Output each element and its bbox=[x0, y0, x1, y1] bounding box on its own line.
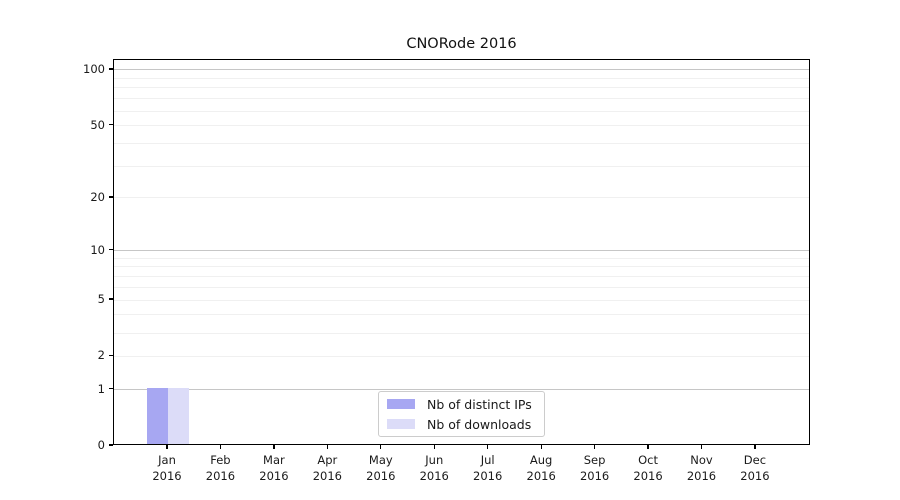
x-tick-label: Feb 2016 bbox=[205, 453, 236, 483]
y-tick bbox=[109, 387, 113, 390]
x-tick-label: Sep 2016 bbox=[579, 453, 610, 483]
minor-gridline bbox=[114, 299, 809, 301]
y-tick-label: 1 bbox=[97, 381, 105, 396]
minor-gridline bbox=[114, 276, 809, 278]
minor-gridline bbox=[114, 257, 809, 259]
y-tick-label: 2 bbox=[97, 348, 105, 363]
y-tick bbox=[109, 298, 113, 300]
minor-gridline bbox=[114, 165, 809, 167]
minor-gridline bbox=[114, 142, 809, 144]
x-tick-label: Aug 2016 bbox=[526, 453, 556, 483]
major-gridline bbox=[114, 69, 809, 71]
minor-gridline bbox=[114, 266, 809, 268]
bar bbox=[147, 387, 168, 444]
x-tick bbox=[700, 445, 703, 449]
legend-swatch-icon bbox=[387, 399, 415, 409]
y-tick-label: 0 bbox=[97, 438, 105, 452]
y-tick bbox=[109, 248, 113, 251]
y-tick-label: 50 bbox=[90, 117, 105, 132]
chart-title: CNORode 2016 bbox=[406, 36, 517, 52]
bar bbox=[168, 387, 189, 444]
x-tick bbox=[166, 445, 168, 449]
minor-gridline bbox=[114, 286, 809, 288]
y-tick bbox=[109, 124, 113, 126]
x-tick-label: Jul 2016 bbox=[473, 453, 503, 483]
x-tick bbox=[754, 445, 756, 449]
x-tick-label: Dec 2016 bbox=[740, 453, 770, 483]
x-tick-label: Jun 2016 bbox=[419, 453, 449, 483]
x-tick-label: Jan 2016 bbox=[152, 453, 182, 483]
y-tick bbox=[109, 196, 113, 198]
y-tick bbox=[109, 354, 113, 357]
x-tick-label: Nov 2016 bbox=[686, 453, 717, 483]
minor-gridline bbox=[114, 197, 809, 199]
legend-label: Nb of downloads bbox=[427, 416, 532, 432]
major-gridline bbox=[114, 389, 809, 391]
y-tick-label: 10 bbox=[90, 242, 105, 257]
x-tick bbox=[647, 445, 649, 449]
minor-gridline bbox=[114, 355, 809, 357]
x-tick bbox=[540, 445, 542, 449]
legend-swatch-icon bbox=[387, 419, 415, 429]
minor-gridline bbox=[114, 77, 809, 79]
minor-gridline bbox=[114, 87, 809, 89]
y-tick-label: 20 bbox=[90, 189, 105, 204]
x-tick-label: Mar 2016 bbox=[259, 453, 289, 483]
x-tick-label: Apr 2016 bbox=[312, 453, 342, 483]
legend: Nb of distinct IPs Nb of downloads bbox=[378, 391, 545, 437]
legend-label: Nb of distinct IPs bbox=[427, 396, 532, 412]
y-tick bbox=[109, 68, 113, 70]
x-tick bbox=[219, 445, 222, 449]
x-tick bbox=[487, 445, 489, 449]
major-gridline bbox=[114, 250, 809, 252]
x-tick bbox=[326, 445, 328, 449]
minor-gridline bbox=[114, 332, 809, 334]
y-tick-label: 100 bbox=[83, 61, 105, 76]
minor-gridline bbox=[114, 110, 809, 112]
minor-gridline bbox=[114, 125, 809, 127]
x-tick bbox=[433, 445, 435, 449]
x-tick-label: Oct 2016 bbox=[633, 453, 663, 483]
minor-gridline bbox=[114, 98, 809, 100]
legend-entry: Nb of distinct IPs bbox=[387, 396, 536, 413]
plot-area bbox=[113, 59, 810, 445]
y-tick bbox=[109, 444, 113, 446]
x-tick bbox=[273, 445, 275, 449]
x-tick bbox=[593, 445, 596, 449]
y-tick-label: 5 bbox=[97, 292, 105, 307]
x-tick-label: May 2016 bbox=[366, 453, 396, 483]
minor-gridline bbox=[114, 314, 809, 316]
legend-entry: Nb of downloads bbox=[387, 416, 536, 433]
x-tick bbox=[380, 445, 382, 449]
